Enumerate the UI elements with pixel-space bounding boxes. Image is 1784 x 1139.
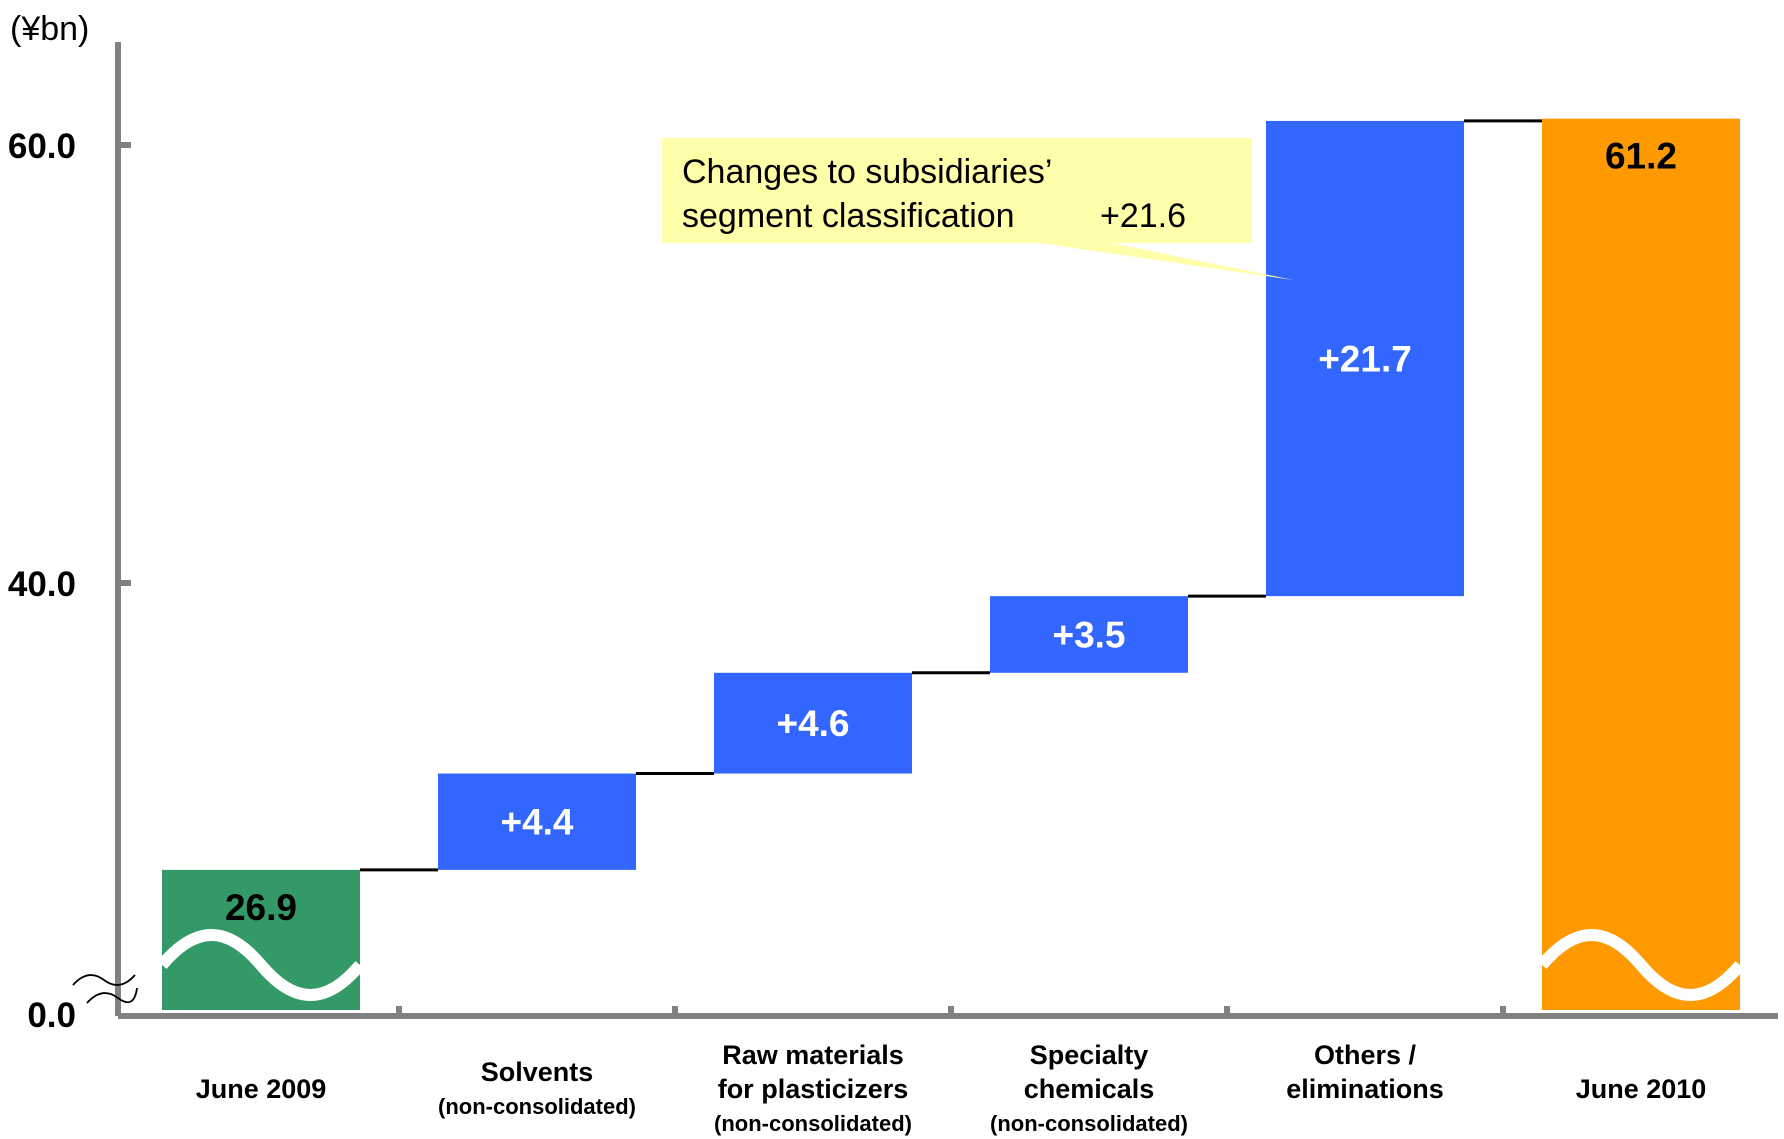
category-label-2-1: for plasticizers — [718, 1074, 909, 1104]
y-tick-label-0: 0.0 — [27, 996, 76, 1035]
bar-3 — [990, 596, 1188, 673]
category-label-3-1: chemicals — [1024, 1074, 1155, 1104]
bar-value-label-0: 26.9 — [225, 887, 297, 928]
y-tick-label-1: 40.0 — [8, 565, 76, 604]
callout-text-line-1: segment classification — [682, 197, 1015, 235]
y-axis-break-symbol-lower — [86, 987, 138, 1004]
axis-break-wave-0 — [157, 929, 365, 1001]
bar-value-label-3: +3.5 — [1052, 614, 1125, 655]
category-sublabel-2: (non-consolidated) — [714, 1111, 912, 1136]
callout-box — [662, 138, 1252, 243]
y-axis-unit-label: (¥bn) — [10, 10, 89, 48]
bar-value-label-5: 61.2 — [1605, 136, 1677, 177]
callout-pointer — [1040, 243, 1293, 280]
category-label-5-0: June 2010 — [1576, 1074, 1707, 1104]
bar-5 — [1542, 118, 1740, 1011]
bar-value-label-4: +21.7 — [1318, 339, 1412, 380]
y-axis-break-symbol-upper — [72, 974, 136, 986]
axis-break-wave-5 — [1537, 929, 1745, 1001]
category-label-4-0: Others / — [1314, 1040, 1417, 1070]
category-label-0-0: June 2009 — [196, 1074, 327, 1104]
bar-value-label-2: +4.6 — [776, 703, 849, 744]
callout-value: +21.6 — [1100, 197, 1186, 235]
category-sublabel-3: (non-consolidated) — [990, 1111, 1188, 1136]
bar-value-label-1: +4.4 — [500, 802, 573, 843]
bar-2 — [714, 672, 912, 774]
category-label-3-0: Specialty — [1030, 1040, 1149, 1070]
bar-1 — [438, 773, 636, 870]
category-label-4-1: eliminations — [1286, 1074, 1444, 1104]
bar-4 — [1266, 120, 1464, 597]
category-sublabel-1: (non-consolidated) — [438, 1094, 636, 1119]
y-tick-label-2: 60.0 — [8, 127, 76, 166]
category-label-1-0: Solvents — [481, 1057, 594, 1087]
category-label-2-0: Raw materials — [722, 1040, 904, 1070]
callout-text-line-0: Changes to subsidiaries’ — [682, 153, 1052, 191]
